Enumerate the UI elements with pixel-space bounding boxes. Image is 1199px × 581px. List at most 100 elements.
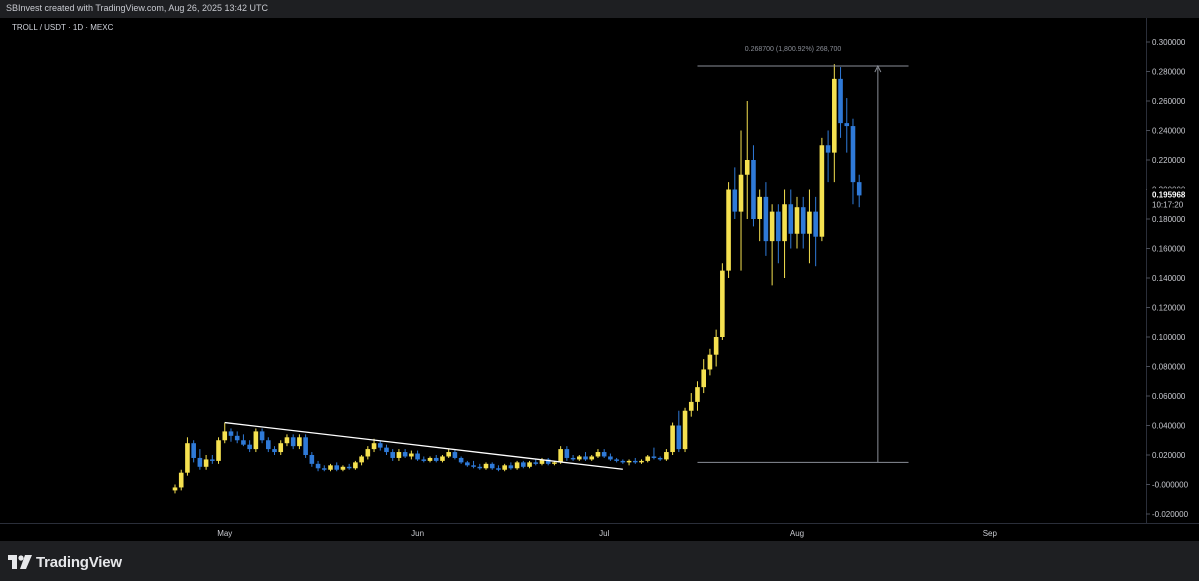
footer-bar [0, 541, 1199, 581]
candle-body [695, 387, 700, 402]
candle-body [676, 425, 682, 450]
candle-body [210, 459, 215, 461]
candle-body [396, 452, 402, 458]
measure-arrow-head [874, 64, 882, 73]
candle-body [552, 462, 557, 464]
candle-body [832, 78, 837, 153]
candle [427, 456, 433, 463]
price-tick-label: 0.080000 [1152, 363, 1186, 372]
tradingview-logo[interactable]: TradingView [8, 550, 122, 574]
candle [284, 434, 290, 447]
time-axis-label: Jun [411, 529, 424, 538]
candle [365, 446, 371, 460]
candle [359, 455, 364, 466]
candle-body [353, 462, 358, 469]
candle-body [838, 78, 843, 124]
candle-body [514, 462, 520, 469]
candle-body [346, 466, 352, 469]
candle [832, 64, 837, 183]
candle [521, 460, 526, 469]
candle-body [465, 462, 470, 466]
candle-body [390, 452, 395, 458]
candle [458, 456, 464, 464]
candle [465, 460, 470, 467]
candle-body [266, 440, 271, 450]
candle-body [309, 455, 315, 464]
candle-body [477, 466, 483, 469]
candle-body [651, 456, 657, 458]
candle [776, 204, 781, 264]
candle [247, 440, 252, 453]
candle-body [595, 452, 601, 457]
candle [639, 459, 644, 464]
candle-body [744, 160, 750, 175]
candle-body [365, 449, 371, 457]
price-tick-label: 0.280000 [1152, 68, 1186, 77]
price-tick-label: 0.040000 [1152, 422, 1186, 431]
tradingview-brand: TradingView [36, 553, 122, 571]
candle [321, 465, 327, 472]
candle [788, 189, 794, 249]
candle-body [371, 443, 377, 450]
candle-body [321, 468, 327, 470]
candle-body [315, 463, 321, 469]
time-axis-label: Sep [983, 529, 998, 538]
price-axis[interactable] [1146, 18, 1199, 523]
candle [415, 450, 420, 461]
candle [452, 449, 458, 460]
candle-body [427, 457, 433, 461]
candle [328, 463, 333, 472]
candle [682, 407, 688, 453]
candle [807, 189, 812, 264]
candle-body [782, 204, 787, 242]
candle-body [701, 369, 706, 388]
trendline[interactable] [224, 421, 623, 470]
candle-body [819, 145, 825, 237]
candle [800, 196, 806, 249]
candle [421, 456, 427, 463]
candle [228, 428, 234, 442]
candle-body [222, 431, 228, 441]
candle-body [197, 457, 203, 467]
candle [850, 118, 856, 205]
candle-body [800, 207, 806, 234]
candle [297, 434, 302, 450]
countdown-value: 10:17:20 [1152, 200, 1184, 209]
candle [794, 196, 800, 249]
candle-body [850, 126, 856, 183]
candle-body [788, 204, 794, 234]
candle-body [502, 465, 507, 470]
time-axis-label: May [217, 529, 232, 538]
candle-body [178, 472, 184, 488]
candle-body [825, 145, 831, 153]
candle [234, 431, 240, 444]
candle-body [813, 211, 818, 237]
candle-body [483, 463, 489, 469]
candle [477, 463, 483, 470]
candle [626, 459, 632, 466]
candle [508, 462, 514, 470]
candle [688, 393, 694, 417]
candle [620, 459, 626, 464]
candle [720, 263, 725, 340]
candle-body [421, 459, 427, 461]
candle-body [452, 452, 458, 458]
candle [813, 196, 818, 267]
candle-body [172, 487, 178, 491]
candle [396, 449, 402, 461]
candle [670, 422, 675, 455]
drawings-layer: 0.268700 (1,800.92%) 268,700 [224, 46, 909, 470]
candle-body [807, 211, 812, 234]
candle-body [794, 207, 800, 234]
candle-body [203, 459, 209, 467]
candle [545, 457, 551, 466]
created-text: SBInvest created with TradingView.com, A… [6, 3, 268, 13]
candle [502, 463, 507, 472]
candle [496, 465, 501, 472]
candle-body [297, 437, 302, 447]
candle-body [738, 174, 744, 212]
time-axis[interactable] [0, 523, 1199, 542]
candle-body [639, 460, 644, 463]
header-bar: SBInvest created with TradingView.com, A… [0, 0, 1199, 18]
